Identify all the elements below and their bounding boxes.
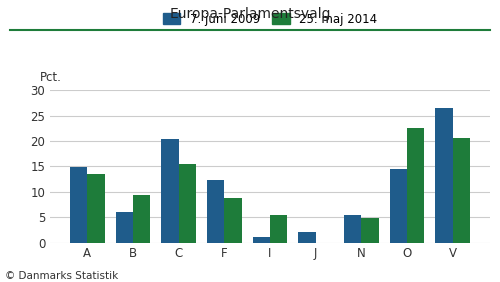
Bar [270, 215, 287, 243]
Bar [390, 169, 407, 243]
Text: © Danmarks Statistik: © Danmarks Statistik [5, 271, 118, 281]
Bar [133, 195, 150, 243]
Bar [70, 167, 87, 243]
Bar [207, 180, 224, 243]
Bar [436, 108, 452, 243]
Legend: 7. juni 2009, 25. maj 2014: 7. juni 2009, 25. maj 2014 [158, 8, 382, 30]
Bar [362, 218, 378, 243]
Bar [116, 212, 133, 243]
Bar [224, 198, 242, 243]
Bar [178, 164, 196, 243]
Bar [344, 215, 362, 243]
Bar [252, 237, 270, 243]
Text: Europa-Parlamentsvalg: Europa-Parlamentsvalg [169, 7, 331, 21]
Bar [407, 128, 424, 243]
Text: Pct.: Pct. [40, 71, 62, 84]
Bar [452, 138, 470, 243]
Bar [162, 140, 178, 243]
Bar [298, 232, 316, 243]
Bar [88, 174, 104, 243]
